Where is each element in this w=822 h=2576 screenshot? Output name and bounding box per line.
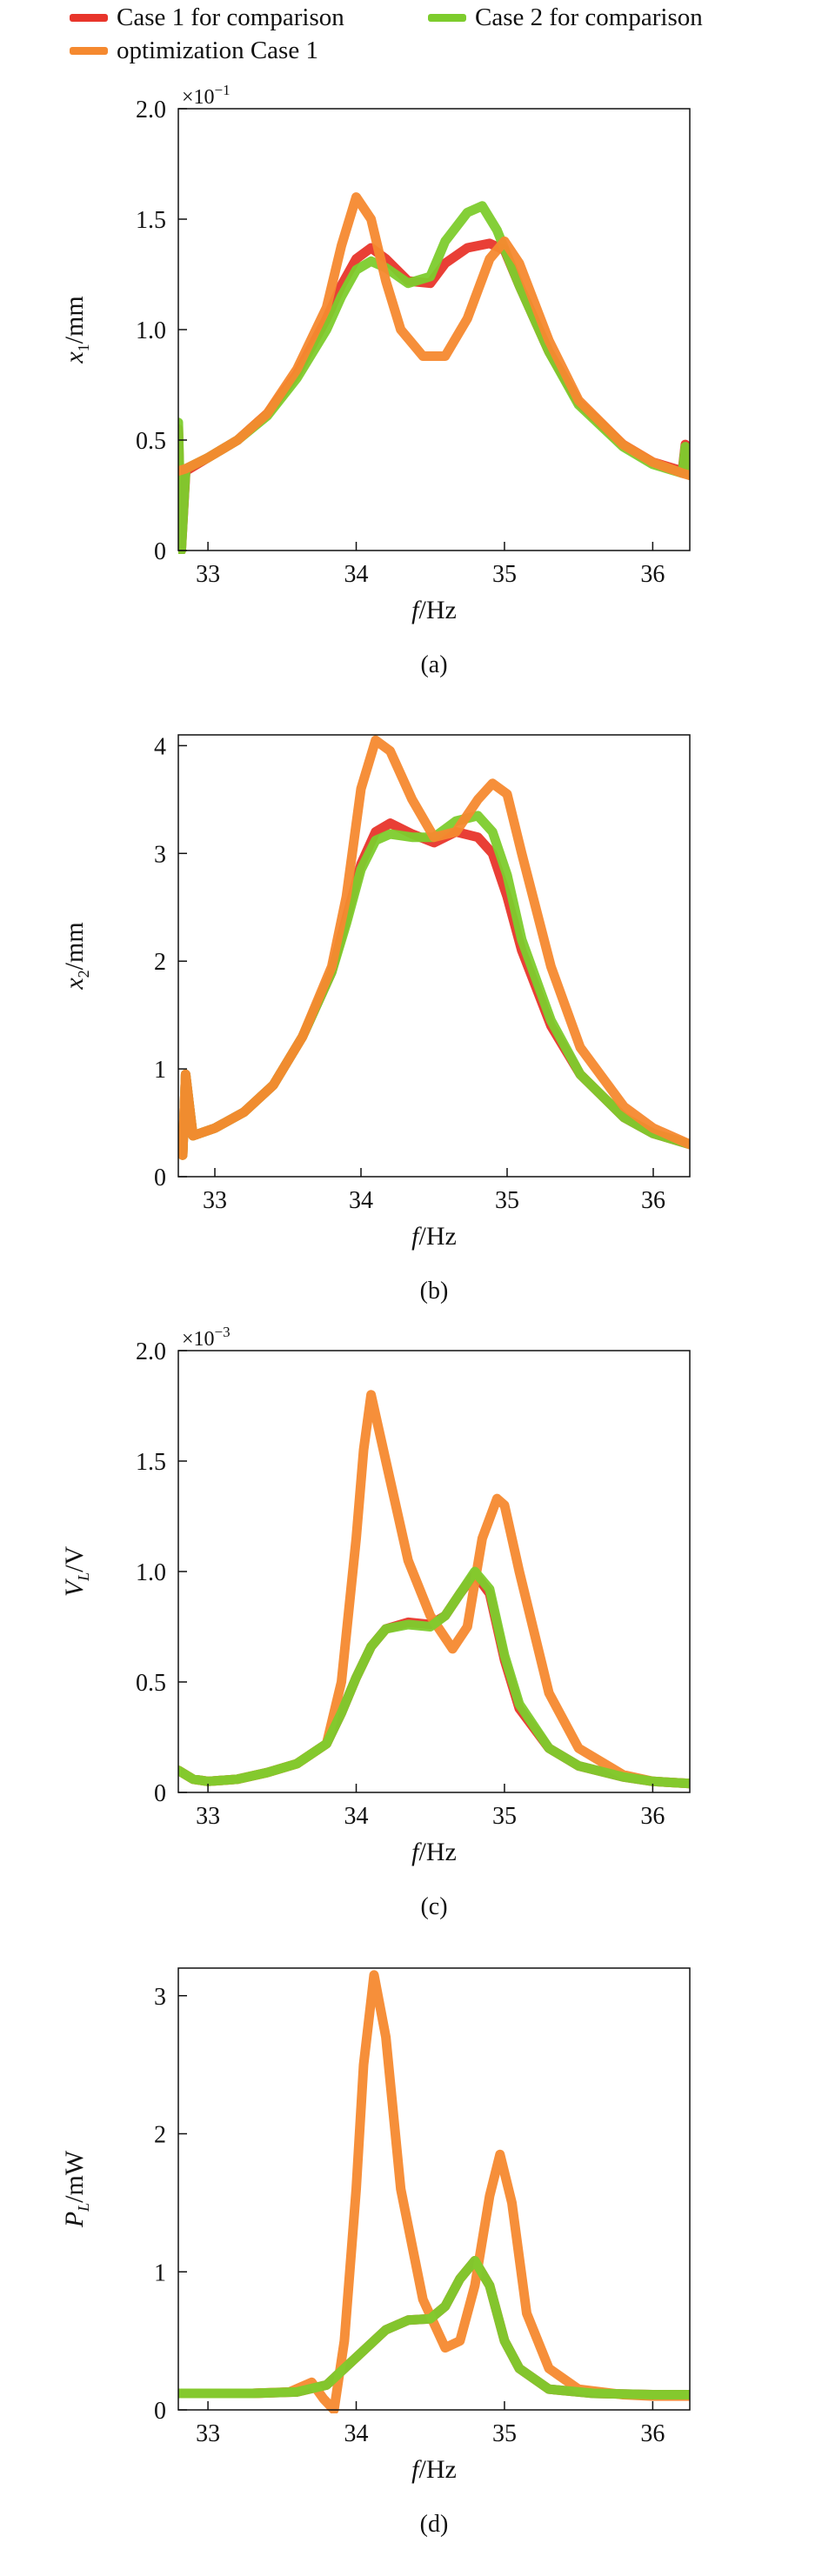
y-tick-label: 0.5 (136, 428, 166, 455)
x-tick-label: 34 (349, 1187, 373, 1214)
plot-area (178, 1970, 690, 2413)
x-tick-label: 34 (344, 2420, 369, 2447)
x-axis-label: f/Hz (411, 2455, 457, 2484)
x-tick-label: 34 (344, 561, 369, 588)
y-tick-label: 1.5 (136, 1449, 166, 1476)
x-tick-label: 35 (492, 561, 517, 588)
panel-label: (d) (420, 2511, 449, 2538)
x-tick-label: 36 (640, 2420, 665, 2447)
y-tick-label: 1 (154, 2259, 166, 2286)
plot-frame (177, 1967, 691, 2411)
legend-label-optimization: optimization Case 1 (117, 37, 318, 64)
legend-item-optimization: optimization Case 1 (70, 37, 318, 65)
y-tick-label: 2 (154, 949, 166, 976)
x-tick-label: 36 (641, 1187, 665, 1214)
axis-multiplier: ×10−1 (182, 82, 231, 109)
y-tick-label: 3 (154, 1984, 166, 2011)
y-tick-label: 3 (154, 841, 166, 868)
y-axis-label: x2/mm (60, 922, 92, 990)
series-line-optimization-case-1 (178, 1390, 690, 1789)
series-line-optimization-case-1 (178, 192, 690, 481)
series-line-case-2-for-comparison (178, 1566, 690, 1789)
y-axis-label: PL/mW (60, 2150, 92, 2228)
y-tick-label: 1 (154, 1057, 166, 1084)
legend-swatch-case1 (70, 14, 108, 22)
x-tick-label: 35 (492, 1803, 517, 1830)
x-axis-label: f/Hz (411, 1838, 457, 1866)
y-tick-label: 4 (154, 733, 166, 760)
y-tick-label: 1.0 (136, 1559, 166, 1586)
legend-swatch-optimization (70, 47, 108, 55)
x-tick-label: 34 (344, 1803, 369, 1830)
chart-panel-a: 33 34 35 36 0 0.5 1.0 1.5 2.0 ×10−1 f/Hz x1/mm (a) (60, 82, 691, 678)
x-tick-label: 36 (640, 1803, 665, 1830)
y-tick-label: 0 (154, 1780, 166, 1807)
chart-panel-c: 33 34 35 36 0 0.5 1.0 1.5 2.0 ×10−3 f/Hz VL/V (c) (60, 1324, 691, 1920)
x-tick-label: 35 (495, 1187, 519, 1214)
y-tick-label: 0 (154, 538, 166, 565)
plot-area (178, 1390, 690, 1789)
plot-frame (177, 108, 691, 551)
panel-label: (b) (420, 1278, 449, 1305)
series-line-optimization-case-1 (178, 735, 690, 1160)
y-tick-label: 2.0 (136, 1338, 166, 1365)
legend-label-case2: Case 2 for comparison (475, 3, 703, 31)
panel-label: (c) (420, 1893, 447, 1920)
y-tick-label: 1.5 (136, 207, 166, 234)
plot-area (178, 192, 690, 554)
legend-item-case1: Case 1 for comparison (70, 3, 344, 32)
x-tick-label: 33 (196, 2420, 220, 2447)
x-axis-label: f/Hz (411, 1222, 457, 1251)
y-tick-label: 2 (154, 2122, 166, 2149)
series-line-case-2-for-comparison (178, 2256, 690, 2399)
series-line-optimization-case-1 (178, 1970, 690, 2413)
y-tick-label: 0.5 (136, 1670, 166, 1697)
plot-frame (177, 734, 691, 1178)
y-tick-label: 1.0 (136, 317, 166, 344)
axis-multiplier: ×10−3 (182, 1324, 231, 1351)
legend-swatch-case2 (428, 14, 466, 22)
series-line-case-1-for-comparison (178, 238, 690, 554)
y-tick-label: 0 (154, 2398, 166, 2425)
x-tick-label: 35 (492, 2420, 517, 2447)
legend-item-case2: Case 2 for comparison (428, 3, 703, 32)
series-line-case-1-for-comparison (178, 1569, 690, 1789)
legend-label-case1: Case 1 for comparison (117, 3, 344, 31)
y-axis-label: VL/V (60, 1545, 92, 1597)
x-tick-label: 36 (640, 561, 665, 588)
y-tick-label: 2.0 (136, 97, 166, 123)
x-tick-label: 33 (196, 1803, 220, 1830)
plot-frame (177, 1350, 691, 1793)
x-tick-label: 33 (203, 1187, 227, 1214)
series-line-case-2-for-comparison (178, 201, 690, 554)
chart-panel-d: 33 34 35 36 0 1 2 3 f/Hz PL/mW (d) (60, 1967, 691, 2538)
y-axis-label: x1/mm (60, 296, 92, 364)
x-tick-label: 33 (196, 561, 220, 588)
plot-area (178, 735, 690, 1160)
panel-label: (a) (420, 651, 447, 678)
x-axis-label: f/Hz (411, 596, 457, 624)
y-tick-label: 0 (154, 1165, 166, 1191)
